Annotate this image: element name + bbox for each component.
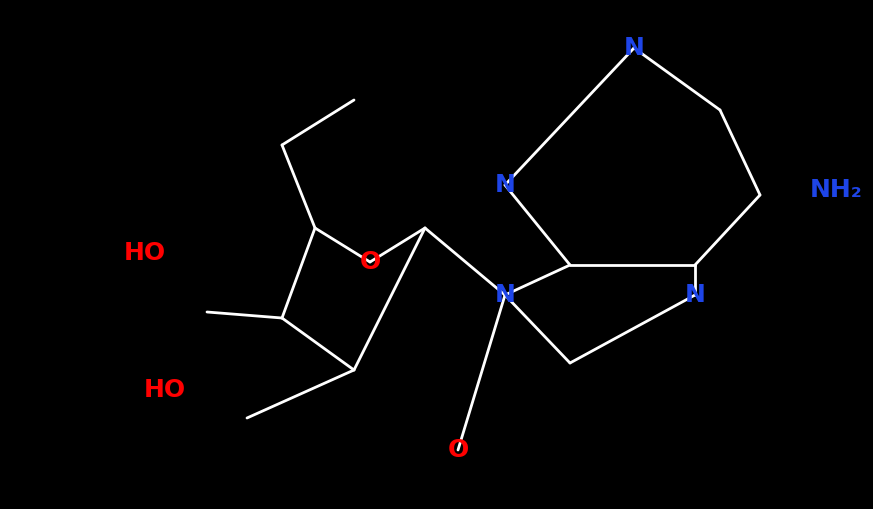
Text: N: N xyxy=(495,283,515,307)
Text: O: O xyxy=(360,250,381,274)
Text: O: O xyxy=(447,438,469,462)
Text: N: N xyxy=(684,283,705,307)
Text: HO: HO xyxy=(144,378,186,402)
Text: N: N xyxy=(495,173,515,197)
Text: NH₂: NH₂ xyxy=(810,178,863,202)
Text: HO: HO xyxy=(124,241,166,265)
Text: N: N xyxy=(623,36,644,60)
